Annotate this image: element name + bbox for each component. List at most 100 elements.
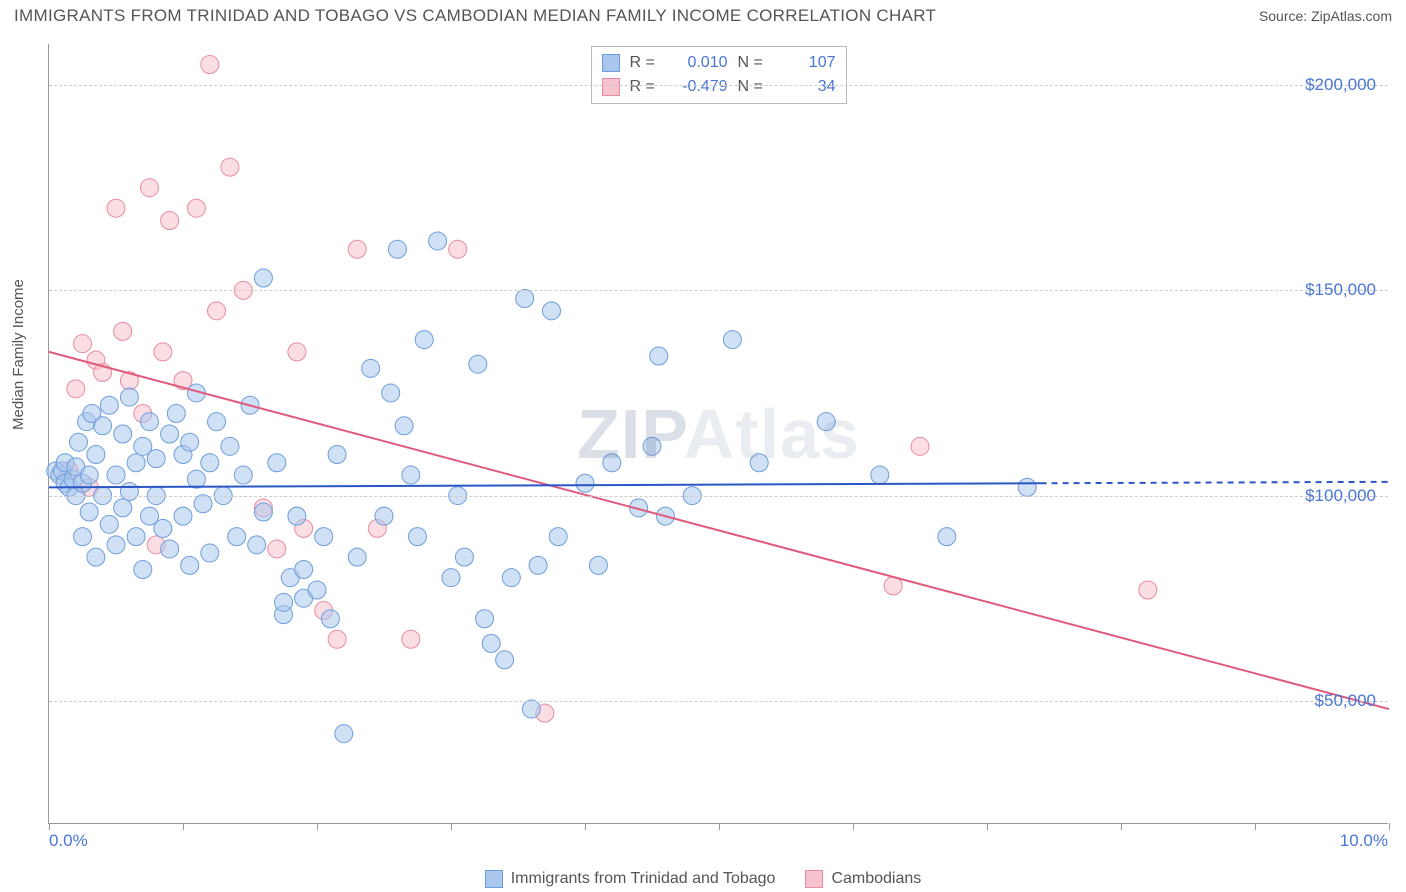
data-point	[154, 343, 172, 361]
data-point	[502, 569, 520, 587]
data-point	[723, 331, 741, 349]
x-tick	[1121, 823, 1122, 830]
data-point	[938, 528, 956, 546]
swatch-series-b	[602, 78, 620, 96]
data-point	[201, 56, 219, 74]
legend-item-b: Cambodians	[805, 870, 921, 888]
y-tick-label: $200,000	[1305, 75, 1376, 95]
data-point	[248, 536, 266, 554]
data-point	[871, 466, 889, 484]
chart-svg	[49, 44, 1388, 823]
data-point	[221, 158, 239, 176]
data-point	[415, 331, 433, 349]
data-point	[449, 240, 467, 258]
data-point	[201, 544, 219, 562]
trend-line	[49, 352, 1389, 709]
data-point	[74, 528, 92, 546]
data-point	[208, 302, 226, 320]
data-point	[161, 212, 179, 230]
data-point	[181, 556, 199, 574]
data-point	[382, 384, 400, 402]
data-point	[268, 540, 286, 558]
stat-b-r: -0.479	[668, 75, 728, 99]
legend-label-a: Immigrants from Trinidad and Tobago	[511, 870, 776, 888]
data-point	[254, 269, 272, 287]
data-point	[114, 322, 132, 340]
data-point	[134, 560, 152, 578]
data-point	[221, 437, 239, 455]
data-point	[328, 630, 346, 648]
data-point	[1018, 478, 1036, 496]
data-point	[127, 454, 145, 472]
stats-legend-box: R = 0.010 N = 107 R = -0.479 N = 34	[591, 46, 847, 104]
data-point	[187, 470, 205, 488]
data-point	[114, 425, 132, 443]
data-point	[402, 630, 420, 648]
swatch-series-a	[485, 870, 503, 888]
data-point	[120, 482, 138, 500]
swatch-series-a	[602, 54, 620, 72]
x-tick-label: 10.0%	[1340, 831, 1388, 851]
x-tick	[1389, 823, 1390, 830]
stat-b-n: 34	[776, 75, 836, 99]
data-point	[482, 634, 500, 652]
x-tick	[49, 823, 50, 830]
data-point	[161, 540, 179, 558]
data-point	[543, 302, 561, 320]
data-point	[328, 446, 346, 464]
x-tick	[183, 823, 184, 830]
data-point	[469, 355, 487, 373]
stat-label-r: R =	[630, 75, 658, 99]
data-point	[69, 433, 87, 451]
bottom-legend: Immigrants from Trinidad and Tobago Camb…	[0, 870, 1406, 888]
x-tick	[317, 823, 318, 830]
data-point	[429, 232, 447, 250]
data-point	[181, 433, 199, 451]
data-point	[114, 499, 132, 517]
data-point	[141, 413, 159, 431]
chart-source: Source: ZipAtlas.com	[1259, 8, 1392, 24]
stat-label-r: R =	[630, 51, 658, 75]
data-point	[455, 548, 473, 566]
y-tick-label: $100,000	[1305, 486, 1376, 506]
gridline-h	[49, 496, 1388, 497]
gridline-h	[49, 85, 1388, 86]
chart-title: IMMIGRANTS FROM TRINIDAD AND TOBAGO VS C…	[14, 6, 936, 26]
x-tick	[585, 823, 586, 830]
data-point	[576, 474, 594, 492]
data-point	[161, 425, 179, 443]
data-point	[194, 495, 212, 513]
data-point	[1139, 581, 1157, 599]
data-point	[228, 528, 246, 546]
data-point	[107, 466, 125, 484]
data-point	[288, 343, 306, 361]
y-axis-label: Median Family Income	[10, 279, 27, 430]
data-point	[94, 417, 112, 435]
chart-plot-area: ZIPAtlas R = 0.010 N = 107 R = -0.479 N …	[48, 44, 1388, 824]
data-point	[395, 417, 413, 435]
data-point	[308, 581, 326, 599]
data-point	[603, 454, 621, 472]
x-tick	[451, 823, 452, 830]
legend-item-a: Immigrants from Trinidad and Tobago	[485, 870, 776, 888]
data-point	[549, 528, 567, 546]
data-point	[295, 560, 313, 578]
stats-row-a: R = 0.010 N = 107	[602, 51, 836, 75]
data-point	[147, 450, 165, 468]
data-point	[348, 548, 366, 566]
data-point	[348, 240, 366, 258]
data-point	[288, 507, 306, 525]
stat-a-n: 107	[776, 51, 836, 75]
data-point	[234, 466, 252, 484]
gridline-h	[49, 701, 1388, 702]
stats-row-b: R = -0.479 N = 34	[602, 75, 836, 99]
data-point	[80, 503, 98, 521]
data-point	[589, 556, 607, 574]
data-point	[409, 528, 427, 546]
y-tick-label: $150,000	[1305, 280, 1376, 300]
data-point	[74, 335, 92, 353]
x-tick	[1255, 823, 1256, 830]
data-point	[208, 413, 226, 431]
data-point	[141, 179, 159, 197]
stat-a-r: 0.010	[668, 51, 728, 75]
